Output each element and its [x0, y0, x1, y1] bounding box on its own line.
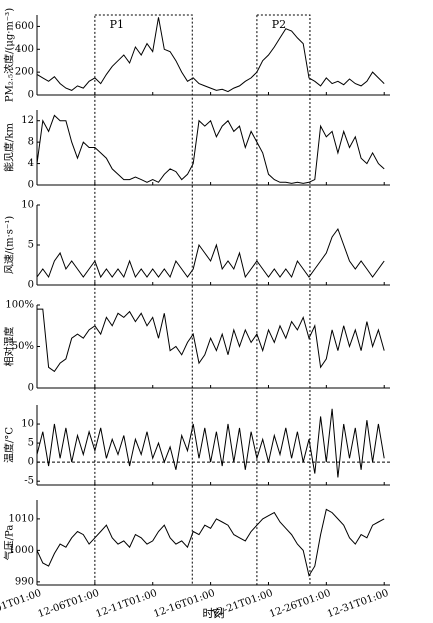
- y-axis-label: 相对湿度: [3, 327, 16, 367]
- x-tick-label: 12-06T01:00: [37, 588, 101, 620]
- data-line: [36, 227, 385, 279]
- y-tick-label: 0: [28, 180, 34, 191]
- y-tick-label: -5: [24, 476, 34, 487]
- y-tick-label: 600: [15, 21, 34, 32]
- y-tick-label: 10: [21, 419, 34, 430]
- x-axis-label: 时刻: [203, 606, 225, 620]
- data-line: [36, 508, 385, 577]
- y-tick-label: 0: [28, 280, 34, 291]
- y-tick-label: 0: [28, 457, 34, 468]
- y-tick-label: 12: [21, 115, 34, 126]
- y-tick-label: 8: [28, 137, 34, 148]
- data-line: [36, 408, 385, 478]
- y-tick-label: 400: [15, 44, 34, 55]
- data-line: [36, 17, 385, 93]
- y-axis-label: PM₂.₅浓度/(μg·m⁻³): [3, 8, 16, 102]
- y-tick-label: 0: [28, 90, 34, 101]
- data-line: [36, 114, 385, 184]
- y-tick-label: 990: [15, 576, 34, 587]
- x-tick-label: 12-11T01:00: [94, 588, 158, 620]
- y-axis-label: 风速/(m·s⁻¹): [4, 216, 16, 274]
- y-tick-label: 50%: [12, 341, 34, 352]
- y-tick-label: 100%: [5, 300, 34, 311]
- y-tick-label: 4: [28, 158, 34, 169]
- y-tick-label: 10: [21, 200, 34, 211]
- x-tick-label: 12-01T01:00: [0, 588, 43, 620]
- period-box: [256, 14, 311, 586]
- x-tick-label: 12-31T01:00: [326, 588, 390, 620]
- y-axis-label: 温度/°C: [3, 427, 16, 463]
- y-tick-label: 0: [28, 383, 34, 394]
- period-label: P2: [272, 18, 286, 31]
- y-tick-label: 1000: [9, 545, 34, 556]
- period-label: P1: [110, 18, 124, 31]
- y-tick-label: 5: [28, 240, 34, 251]
- period-box: [94, 14, 193, 586]
- y-axis-label: 气压/Pa: [3, 525, 16, 561]
- y-tick-label: 5: [28, 438, 34, 449]
- y-axis-label: 能见度/km: [3, 123, 16, 172]
- y-tick-label: 1010: [9, 513, 34, 524]
- y-tick-label: 200: [15, 67, 34, 78]
- data-line: [37, 308, 385, 373]
- x-tick-label: 12-26T01:00: [268, 588, 332, 620]
